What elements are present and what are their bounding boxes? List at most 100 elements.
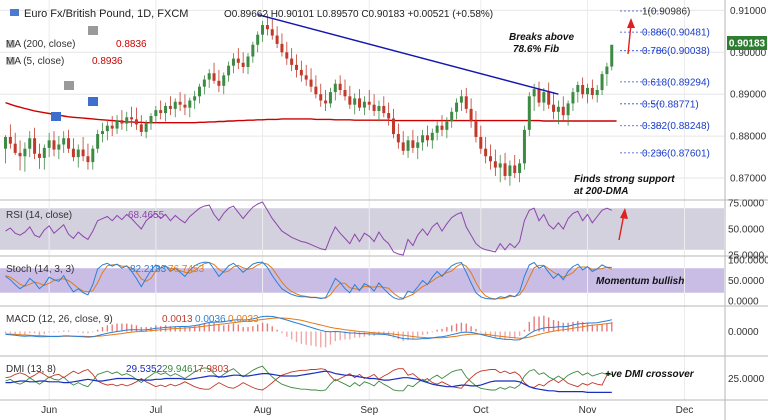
candle: [231, 53, 235, 74]
candle: [217, 69, 221, 93]
candle: [401, 131, 405, 155]
candle: [110, 116, 114, 137]
candle-body: [183, 104, 187, 108]
ohlc-readout: O0.89662 H0.90101 L0.89570 C0.90183 +0.0…: [224, 9, 493, 20]
candle: [440, 115, 444, 137]
indicator-legends: RSI (14, close) 68.4655 Stoch (14, 3, 3)…: [6, 210, 259, 375]
candle: [610, 44, 614, 71]
candle-body: [105, 125, 109, 132]
dmi-legend-plus: 29.5352: [126, 364, 163, 375]
candle: [328, 87, 332, 108]
candle-body: [343, 90, 347, 97]
dmi-legend-label: DMI (13, 8): [6, 364, 56, 375]
price-tick-2: 0.89000: [730, 90, 767, 101]
candle-body: [406, 140, 410, 151]
candle-body: [33, 138, 37, 154]
candle: [469, 98, 473, 128]
candle-body: [198, 86, 201, 97]
price-axis[interactable]: 0.91000 0.90000 0.89000 0.88000 0.87000 75.00…: [728, 6, 768, 385]
candle: [435, 121, 439, 141]
candle-body: [513, 165, 517, 174]
settings-icon-2[interactable]: [64, 81, 74, 90]
candle-body: [319, 94, 323, 101]
candle-body: [18, 152, 22, 157]
dmi-pane: [5, 365, 612, 393]
candle: [600, 71, 604, 96]
candle-body: [445, 121, 449, 130]
candle-body: [542, 92, 546, 103]
candle: [52, 131, 56, 157]
candle: [183, 94, 187, 116]
candle: [396, 123, 400, 149]
dmi-tick-0: 25.0000: [728, 374, 765, 385]
candle: [299, 60, 303, 82]
indicator-icon-selected[interactable]: [51, 112, 61, 121]
candle: [33, 127, 37, 160]
candle: [561, 96, 565, 121]
candle: [581, 77, 585, 99]
candle: [547, 82, 551, 109]
fib-label-1: 0.886(0.90481): [642, 28, 710, 39]
candle-body: [280, 43, 284, 53]
candle: [518, 159, 522, 183]
candle: [256, 31, 260, 53]
candle-body: [571, 92, 575, 104]
candle: [275, 26, 279, 49]
candle-body: [586, 87, 589, 95]
ma200-toggle-icon[interactable]: [6, 40, 15, 48]
candle: [290, 48, 294, 72]
candle-body: [265, 25, 269, 30]
candle: [421, 129, 425, 151]
candles: [4, 13, 614, 186]
candle-body: [57, 144, 61, 150]
candle-body: [222, 75, 226, 86]
rsi-pane: [5, 201, 612, 256]
candle: [343, 79, 347, 101]
candle: [586, 83, 589, 104]
ma200-legend-value: 0.8836: [116, 39, 147, 50]
rsi-line: [5, 201, 612, 256]
candle-body: [590, 87, 594, 96]
settings-icon-1[interactable]: [88, 26, 98, 35]
candle: [387, 102, 391, 126]
candle: [527, 92, 531, 137]
candle: [498, 154, 502, 183]
candle: [493, 149, 497, 176]
candle-body: [295, 64, 298, 70]
indicator-icon-blue[interactable]: [88, 97, 98, 106]
candle-body: [566, 103, 570, 116]
ma200-legend-label: MA (200, close): [6, 39, 75, 50]
candle: [241, 52, 245, 74]
candle-body: [377, 105, 381, 111]
breakout-arrow-shaft: [627, 23, 632, 55]
candle: [139, 115, 143, 137]
candle: [71, 138, 75, 162]
candle-body: [348, 96, 352, 105]
price-tick-0: 0.91000: [730, 6, 767, 17]
candle-body: [76, 149, 80, 158]
candle-body: [207, 73, 211, 80]
candle: [280, 33, 284, 57]
candle-body: [13, 143, 17, 153]
candle: [455, 98, 459, 120]
candle: [130, 106, 134, 127]
candle-body: [561, 106, 565, 116]
candle-body: [324, 100, 328, 104]
candle-body: [581, 84, 585, 95]
candle: [382, 96, 386, 118]
candle: [353, 93, 357, 115]
collapse-icon[interactable]: [10, 9, 19, 16]
ma5-toggle-icon[interactable]: [6, 57, 15, 65]
candle: [348, 85, 352, 109]
candle: [4, 135, 7, 164]
price-tick-3: 0.88000: [730, 132, 767, 143]
stoch-tick-1: 50.0000: [728, 276, 765, 287]
candle-body: [168, 105, 172, 109]
candle-body: [42, 147, 46, 158]
candle-body: [173, 101, 177, 109]
time-axis[interactable]: JunJulAugSepOctNovDec2019: [41, 405, 768, 416]
fib-label-0: 1(0.90986): [642, 6, 690, 17]
candle-body: [576, 84, 580, 93]
stoch-tick-2: 0.0000: [728, 296, 759, 307]
